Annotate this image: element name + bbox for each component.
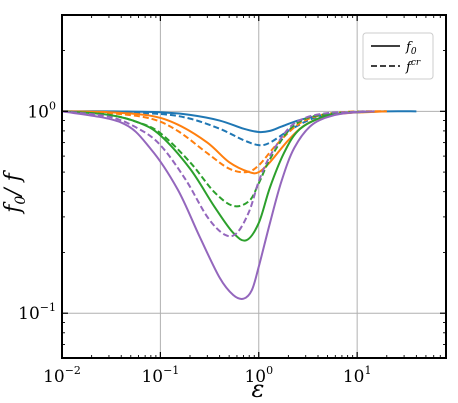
tick-labels: 10−2 10−1 100 101 10−1 100 [18,99,371,387]
series-line-0-solid [61,110,417,134]
x-tick-label: 10−1 [141,364,179,387]
series-line-3-dashed [61,110,387,174]
series-line-2-solid [61,110,387,175]
legend-label-fcr: fcr [405,58,421,75]
series-layer [61,110,417,300]
x-axis-title: ε [252,375,265,403]
legend-label-f0: f0 [405,40,417,57]
axis-ticks [61,15,446,358]
x-tick-label: 10−2 [43,364,81,387]
y-tick-label: 10−1 [18,301,56,324]
y-axis-title: f0/ f [1,169,29,214]
series-line-1-dashed [61,110,387,147]
series-line-4-solid [61,110,375,242]
x-tick-label: 101 [343,364,372,387]
legend: f0 fcr [362,32,434,80]
series-line-5-dashed [61,110,365,208]
series-line-7-dashed [61,110,365,238]
x-tick-label: 100 [244,364,273,387]
y-tick-label: 100 [27,99,56,122]
series-line-6-solid [61,110,375,300]
legend-box [362,32,434,80]
